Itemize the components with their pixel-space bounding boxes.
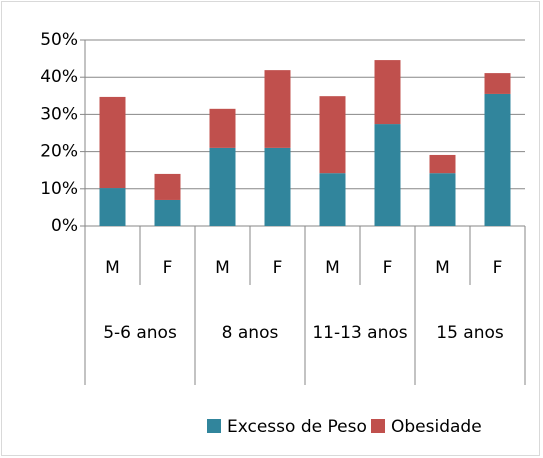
bar-segment bbox=[429, 154, 456, 174]
bar-segment bbox=[99, 96, 126, 189]
x-tick-label: M bbox=[215, 258, 230, 278]
y-tick-label: 10% bbox=[40, 179, 78, 199]
legend-label: Excesso de Peso bbox=[227, 417, 367, 437]
y-tick-label: 50% bbox=[40, 30, 78, 50]
bar-segment bbox=[319, 96, 346, 174]
bar-segment bbox=[99, 188, 126, 226]
bar-segment bbox=[264, 147, 291, 226]
legend-swatch bbox=[371, 419, 385, 433]
bar-segment bbox=[374, 60, 401, 125]
x-tick-label: M bbox=[435, 258, 450, 278]
y-tick-label: 0% bbox=[51, 216, 78, 236]
bar-segment bbox=[429, 173, 456, 226]
bar-segment bbox=[154, 199, 181, 226]
x-tick-label: F bbox=[163, 258, 173, 278]
bar-segment bbox=[154, 173, 181, 200]
legend-swatch bbox=[207, 419, 221, 433]
bar-segment bbox=[209, 147, 236, 226]
x-tick-label: M bbox=[105, 258, 120, 278]
x-tick-label: F bbox=[493, 258, 503, 278]
group-label: 5-6 anos bbox=[103, 323, 177, 343]
group-label: 15 anos bbox=[436, 323, 504, 343]
group-label: 11-13 anos bbox=[312, 323, 408, 343]
bar-segment bbox=[264, 70, 291, 148]
y-tick-label: 40% bbox=[40, 67, 78, 87]
bar-segment bbox=[319, 173, 346, 226]
bar-segment bbox=[209, 108, 236, 148]
group-label: 8 anos bbox=[221, 323, 279, 343]
x-tick-label: F bbox=[383, 258, 393, 278]
y-tick-label: 20% bbox=[40, 142, 78, 162]
y-tick-label: 30% bbox=[40, 104, 78, 124]
bar-segment bbox=[374, 124, 401, 226]
bar-segment bbox=[484, 73, 511, 94]
x-tick-label: F bbox=[273, 258, 283, 278]
x-tick-label: M bbox=[325, 258, 340, 278]
legend-label: Obesidade bbox=[391, 417, 482, 437]
bar-segment bbox=[484, 93, 511, 226]
